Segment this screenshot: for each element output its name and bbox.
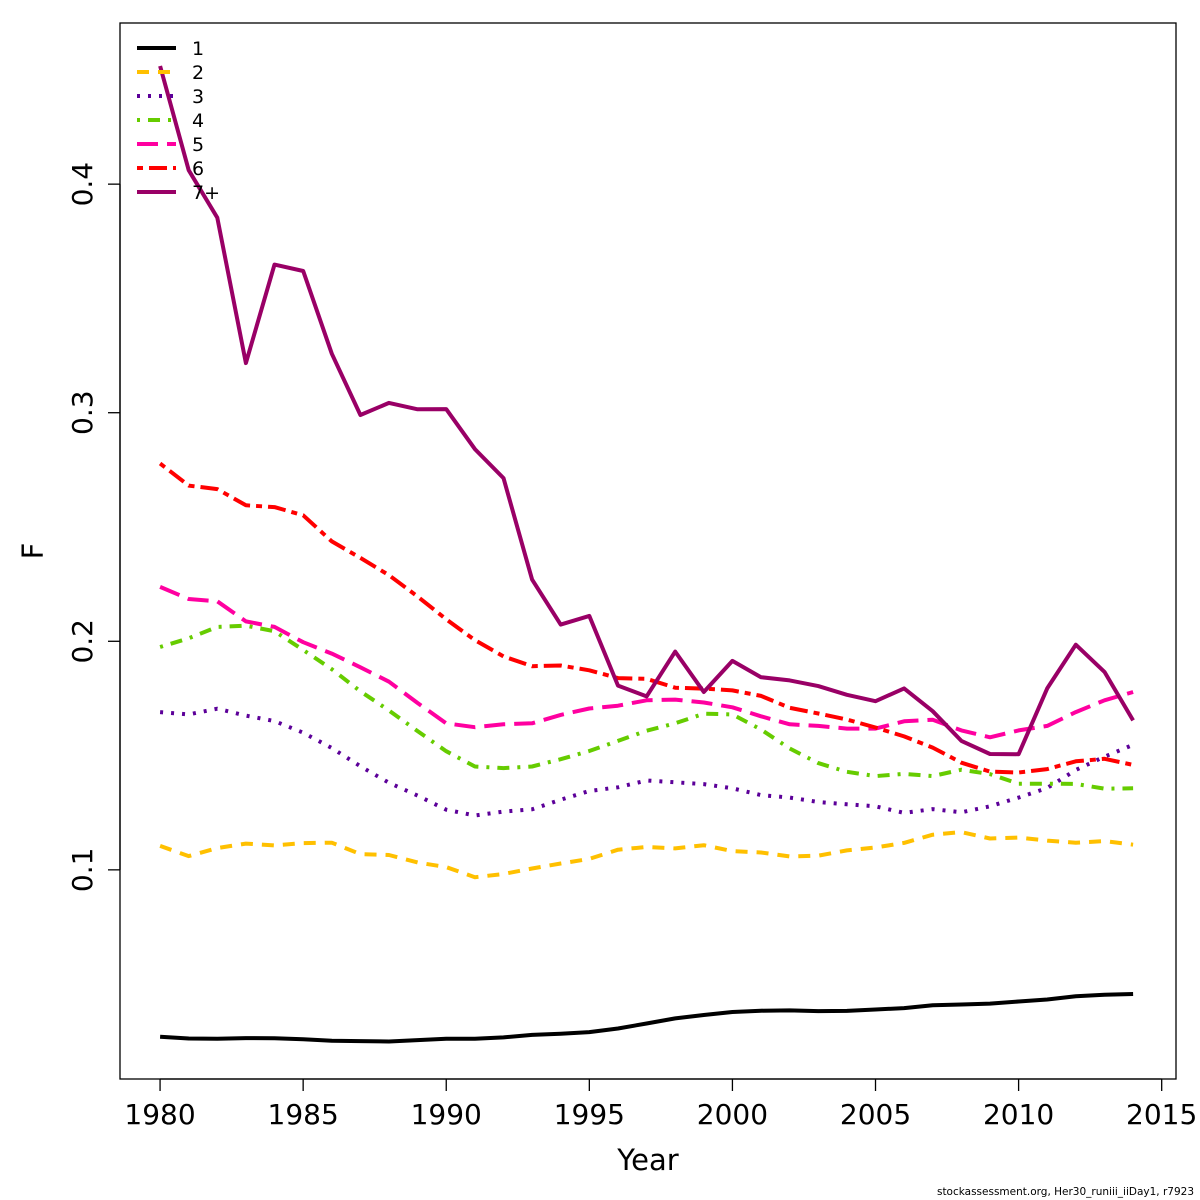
x-tick-label: 1995 [554, 1098, 625, 1131]
x-tick-label: 1990 [411, 1098, 482, 1131]
legend-label: 4 [192, 110, 204, 132]
x-axis: 1980 1985 1990 1995 2000 2005 2010 2015 [124, 1078, 1197, 1131]
legend-label: 6 [192, 158, 204, 180]
x-tick-label: 2015 [1126, 1098, 1197, 1131]
legend-label: 3 [192, 86, 204, 108]
legend-label: 7+ [192, 182, 220, 204]
legend-label: 1 [192, 38, 204, 60]
x-tick-label: 1980 [124, 1098, 195, 1131]
series-line-4 [159, 623, 1134, 791]
series-line-3 [159, 706, 1134, 818]
series-line-7plus [158, 65, 1135, 757]
x-axis-title: Year [616, 1143, 678, 1177]
y-tick-label: 0.4 [66, 162, 99, 207]
y-tick-label: 0.1 [66, 848, 99, 893]
series-lines [158, 65, 1135, 1044]
series-line-2 [159, 830, 1134, 880]
x-tick-label: 2005 [840, 1098, 911, 1131]
series-line-6 [158, 461, 1134, 775]
legend-label: 5 [192, 134, 204, 156]
plot-frame [119, 22, 1177, 1080]
x-tick-label: 2000 [697, 1098, 768, 1131]
legend-label: 2 [192, 62, 204, 84]
series-line-1 [159, 992, 1134, 1044]
y-tick-label: 0.3 [66, 390, 99, 435]
x-tick-label: 1985 [268, 1098, 339, 1131]
x-tick-label: 2010 [983, 1098, 1054, 1131]
series-line-5 [159, 585, 1134, 740]
y-axis: 0.1 0.2 0.3 0.4 [66, 162, 121, 893]
y-tick-label: 0.2 [66, 619, 99, 664]
footnote: stockassessment.org, Her30_runiii_iiDay1… [937, 1186, 1194, 1198]
y-axis-title: F [16, 543, 50, 560]
